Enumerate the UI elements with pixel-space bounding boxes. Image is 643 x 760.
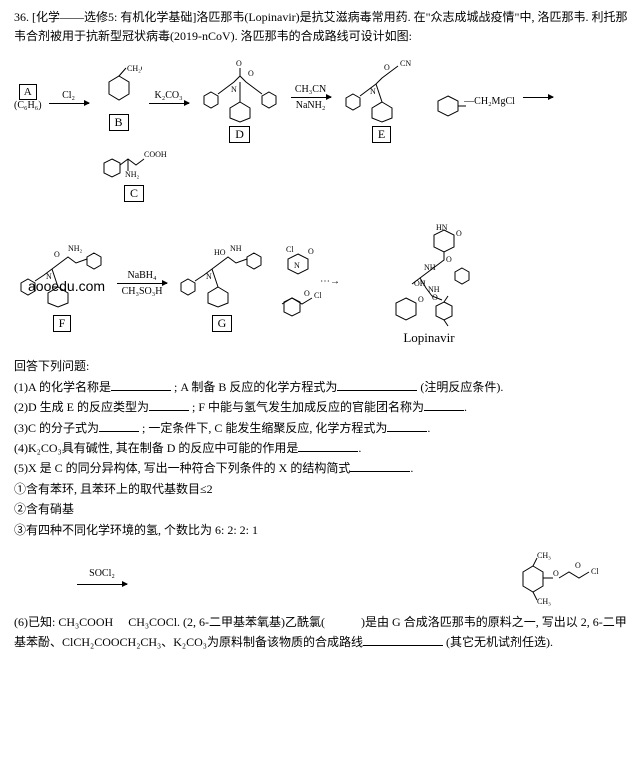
grignard-text: —CH₂MgCl [464,96,515,107]
question-5c: ③有四种不同化学环境的氢, 个数比为 6: 2: 2: 1 [14,520,629,540]
svg-text:N: N [370,87,376,96]
reagent-3-bot: NaNH₂ [296,100,326,111]
svg-text:OH: OH [414,279,426,288]
reagent-3-top: CH₃CN [295,84,326,95]
phenylalanine-icon: NH₂ COOH [100,143,168,183]
svg-text:O: O [418,295,424,304]
compound-b: CH₂Cl B [96,64,142,131]
label-g: G [212,315,233,332]
question-4: (4)K₂CO₃具有碱性, 其在制备 D 的反应中可能的作用是. [14,438,629,458]
svg-text:O: O [248,69,254,78]
arrow-3: CH₃CN NaNH₂ [291,84,331,111]
svg-text:O: O [304,289,310,298]
reagent-5-top: NaBH₄ [127,270,156,281]
compound-c-row: NH₂ COOH C [100,143,629,202]
svg-text:COOH: COOH [144,150,167,159]
svg-text:NH₂: NH₂ [68,244,83,253]
compound-e: O CN N E [338,52,426,143]
question-number: 36. [14,10,29,24]
label-d: D [229,126,250,143]
questions-intro: 回答下列问题: [14,356,629,376]
grignard-reagent: —CH₂MgCl [436,88,516,107]
question-header: 36. [化学——选修5: 有机化学基础]洛匹那韦(Lopinavir)是抗艾滋… [14,8,629,46]
svg-text:CH₃: CH₃ [537,551,551,560]
question-5: (5)X 是 C 的同分异构体, 写出一种符合下列条件的 X 的结构简式. [14,458,629,478]
question-title: [化学——选修5: 有机化学基础]洛匹那韦(Lopinavir)是抗艾滋病毒常用… [14,10,627,43]
watermark: aooedu.com [28,278,105,294]
svg-text:CH₂Cl: CH₂Cl [127,64,142,73]
compound-c: NH₂ COOH C [100,143,168,202]
compound-d: O N O D [196,52,284,143]
benzyl-chloride-icon: CH₂Cl [96,64,142,112]
label-e: E [372,126,391,143]
svg-text:HN: HN [436,223,448,232]
reagent-1: Cl₂ [62,90,75,101]
svg-text:O: O [384,63,390,72]
question-5b: ②含有硝基 [14,499,629,519]
label-a-box: A [19,84,37,100]
compound-g: HO NH N G [174,235,270,332]
svg-text:Cl: Cl [591,567,599,576]
label-b: B [109,114,129,131]
question-5a: ①含有苯环, 且苯环上的取代基数目≤2 [14,479,629,499]
svg-text:N: N [206,272,212,281]
arrow-1: Cl₂ [49,90,89,106]
structure-d-icon: O N O [196,52,284,124]
question-3: (3)C 的分子式为 ; 一定条件下, C 能发生缩聚反应, 化学方程式为. [14,418,629,438]
svg-text:O: O [432,293,438,302]
question-1: (1)A 的化学名称是 ; A 制备 B 反应的化学方程式为 (注明反应条件). [14,377,629,397]
arrow-socl2: SOCl₂ [77,565,127,587]
svg-text:Cl: Cl [286,245,294,254]
svg-text:O: O [575,561,581,570]
svg-text:O: O [308,247,314,256]
arrow-5: NaBH₄ CH₃SO₃H [117,270,167,297]
svg-text:O: O [236,59,242,68]
intermediates: Cl O N O Cl ⋯→ [280,244,370,322]
svg-text:CH₃: CH₃ [537,597,551,606]
svg-text:NH₂: NH₂ [125,170,140,179]
reagent-socl2: SOCl₂ [89,565,115,582]
compound-a: A (C₆H₆) [14,84,42,111]
svg-text:⋯→: ⋯→ [320,276,340,287]
reagent-5-bot: CH₃SO₃H [122,286,163,297]
lopinavir-product: HNO O NH OH NH O O Lopinavir [374,220,484,346]
scheme-row-2: O NH₂ N F NaBH₄ CH₃SO₃H HO NH N G Cl O N … [14,220,629,346]
svg-text:N: N [231,85,237,94]
question-6-scheme: SOCl₂ CH₃ CH₃ O O Cl [74,546,629,606]
lopinavir-icon: HNO O NH OH NH O O [374,220,484,330]
label-f: F [53,315,72,332]
intermediate-icons: Cl O N O Cl ⋯→ [280,244,370,322]
svg-text:NH: NH [424,263,436,272]
reagent-2: K₂CO₃ [154,90,182,101]
arrow-4 [523,95,553,100]
svg-text:N: N [294,261,300,270]
svg-text:HO: HO [214,248,226,257]
svg-text:O: O [54,250,60,259]
acyl-chloride-icon: CH₃ CH₃ O O Cl [509,546,629,606]
svg-text:O: O [446,255,452,264]
structure-f-icon: O NH₂ N [14,235,110,313]
formula-a: (C₆H₆) [14,100,42,111]
lopinavir-label: Lopinavir [403,330,454,346]
svg-text:NH: NH [230,244,242,253]
question-2: (2)D 生成 E 的反应类型为 ; F 中能与氢气发生加成反应的官能团名称为. [14,397,629,417]
scheme-row-1: A (C₆H₆) Cl₂ CH₂Cl B K₂CO₃ O N O D CH₃CN… [14,52,629,143]
svg-text:O: O [553,569,559,578]
svg-text:O: O [456,229,462,238]
svg-text:Cl: Cl [314,291,322,300]
svg-text:CN: CN [400,59,411,68]
structure-g-icon: HO NH N [174,235,270,313]
label-c: C [124,185,144,202]
structure-e-icon: O CN N [338,52,426,124]
question-6: (6)已知: CH₃COOH CH₃COCl. (2, 6-二甲基苯氧基)乙酰氯… [14,612,629,653]
questions-block: 回答下列问题: (1)A 的化学名称是 ; A 制备 B 反应的化学方程式为 (… [14,356,629,652]
arrow-2: K₂CO₃ [149,90,189,106]
